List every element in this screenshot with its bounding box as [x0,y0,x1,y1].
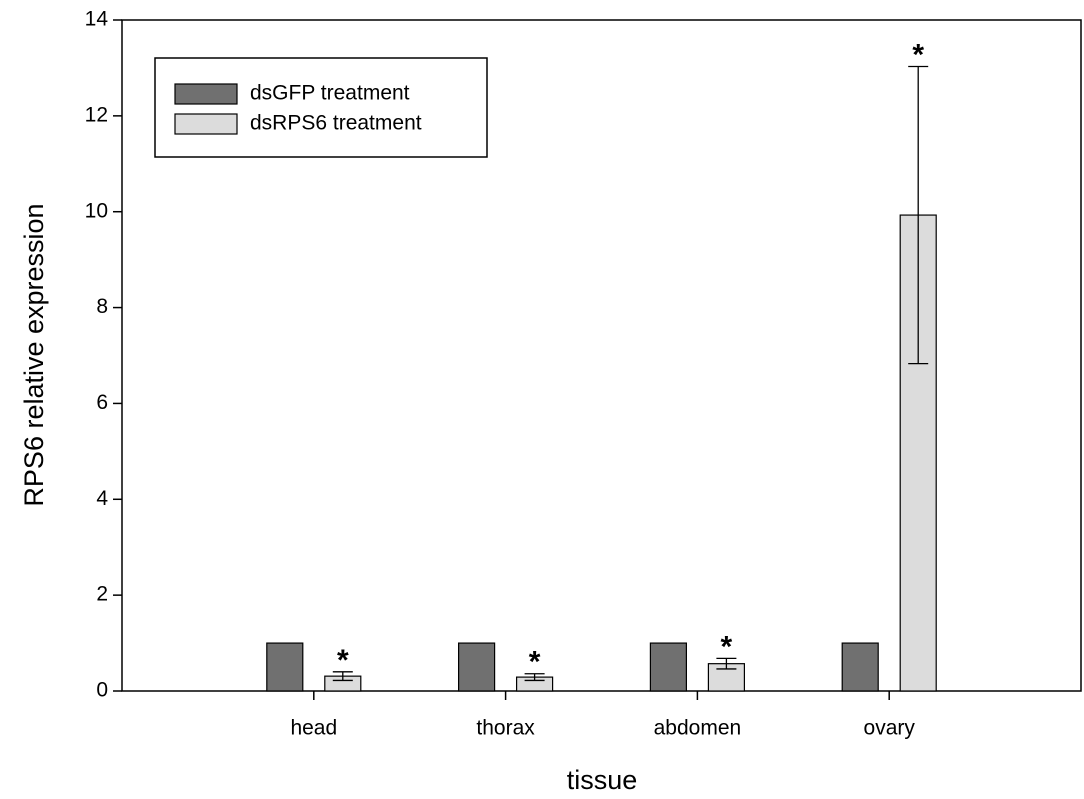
significance-mark: * [721,630,733,663]
legend-label: dsRPS6 treatment [250,112,422,135]
error-bar [908,65,929,365]
legend-box [154,57,488,158]
y-tick-label: 6 [96,391,108,414]
x-tick-label: head [290,717,337,740]
y-axis-label: RPS6 relative expression [19,203,49,506]
error-bar [332,671,353,682]
legend-label: dsGFP treatment [250,82,410,105]
y-tick-label: 4 [96,487,108,510]
y-tick-label: 0 [96,679,108,702]
y-tick-label: 8 [96,295,108,318]
plot-frame [121,19,1082,692]
legend-swatch [174,113,238,135]
bar [841,642,879,692]
x-tick-label: abdomen [654,717,742,740]
bar [458,642,496,692]
error-bar [524,673,545,682]
significance-mark: * [337,644,349,677]
error-bar [716,657,737,670]
y-tick-label: 14 [85,8,109,31]
significance-mark: * [529,646,541,679]
significance-mark: * [912,38,924,71]
bar [266,642,304,692]
y-tick-label: 2 [96,583,108,606]
y-tick-label: 12 [85,103,108,126]
x-tick-label: ovary [864,717,916,740]
x-axis-label: tissue [567,765,638,795]
x-tick-label: thorax [476,717,535,740]
bar [649,642,688,692]
legend-swatch [174,83,238,105]
y-tick-label: 10 [85,199,108,222]
